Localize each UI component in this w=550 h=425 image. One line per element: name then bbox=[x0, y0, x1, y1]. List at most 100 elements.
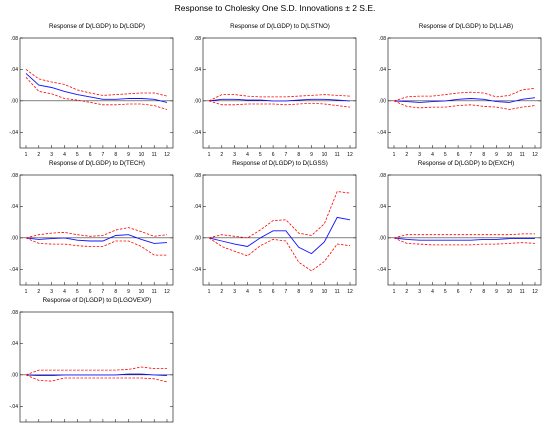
y-tick-label: .00 bbox=[379, 236, 386, 242]
x-tick-label: 6 bbox=[89, 152, 92, 158]
response-line bbox=[208, 216, 351, 255]
x-tick-label: 12 bbox=[164, 152, 170, 158]
panel-frame bbox=[19, 37, 174, 149]
x-tick-label: 11 bbox=[520, 289, 525, 295]
x-tick-label: 8 bbox=[114, 152, 117, 158]
y-tick-label: .00 bbox=[194, 236, 201, 242]
panel-title: Response of D(LGDP) to D(EXCH) bbox=[418, 160, 514, 167]
x-tick-label: 4 bbox=[246, 152, 249, 158]
y-tick-label: .08 bbox=[194, 36, 201, 42]
upper-band-line bbox=[393, 87, 536, 102]
x-tick-label: 10 bbox=[507, 289, 513, 295]
response-line bbox=[25, 73, 168, 103]
x-tick-label: 6 bbox=[457, 289, 460, 295]
x-tick-label: 9 bbox=[127, 289, 130, 295]
x-tick-label: 3 bbox=[418, 152, 421, 158]
x-tick-label: 11 bbox=[152, 289, 157, 295]
x-tick-label: 1 bbox=[208, 289, 211, 295]
y-tick-label: .08 bbox=[11, 36, 18, 42]
x-tick-label: 3 bbox=[233, 152, 236, 158]
x-tick-label: 5 bbox=[259, 289, 262, 295]
y-tick-label: -.04 bbox=[377, 267, 386, 273]
x-tick-label: 8 bbox=[297, 289, 300, 295]
x-tick-label: 5 bbox=[76, 289, 79, 295]
x-tick-label: 1 bbox=[25, 289, 28, 295]
panel-title: Response of D(LGDP) to D(TECH) bbox=[49, 160, 145, 167]
x-tick-label: 7 bbox=[102, 152, 105, 158]
panel-frame bbox=[202, 174, 357, 286]
x-tick-label: 4 bbox=[431, 152, 434, 158]
upper-band-line bbox=[25, 366, 167, 376]
x-tick-label: 4 bbox=[63, 289, 66, 295]
y-tick-label: .04 bbox=[379, 67, 386, 73]
y-tick-label: .04 bbox=[11, 341, 18, 347]
x-tick-label: 2 bbox=[220, 152, 223, 158]
x-tick-label: 9 bbox=[495, 289, 498, 295]
lower-band-line bbox=[393, 237, 536, 246]
x-tick-label: 7 bbox=[470, 289, 473, 295]
x-tick-label: 1 bbox=[393, 152, 396, 158]
panel-frame bbox=[19, 311, 174, 423]
response-line bbox=[393, 237, 535, 241]
x-tick-label: 5 bbox=[76, 152, 79, 158]
x-tick-label: 7 bbox=[285, 289, 288, 295]
x-tick-label: 2 bbox=[405, 289, 408, 295]
x-tick-label: 2 bbox=[37, 152, 40, 158]
x-tick-label: 3 bbox=[50, 152, 53, 158]
y-tick-label: .00 bbox=[11, 99, 18, 105]
y-tick-label: -.04 bbox=[192, 267, 201, 273]
lower-band-line bbox=[393, 100, 536, 110]
x-tick-label: 12 bbox=[347, 289, 353, 295]
x-tick-label: 3 bbox=[418, 289, 421, 295]
panel-title: Response of D(LGDP) to D(LGOVEXP) bbox=[43, 297, 152, 304]
x-tick-label: 10 bbox=[322, 289, 328, 295]
x-tick-label: 5 bbox=[259, 152, 262, 158]
x-tick-label: 6 bbox=[272, 289, 275, 295]
panel-frame bbox=[387, 174, 542, 286]
x-tick-label: 4 bbox=[63, 152, 66, 158]
y-tick-label: .00 bbox=[379, 99, 386, 105]
x-tick-label: 4 bbox=[246, 289, 249, 295]
x-tick-label: 7 bbox=[470, 152, 473, 158]
x-tick-label: 1 bbox=[393, 289, 396, 295]
panel-title: Response of D(LGDP) to D(LSTNO) bbox=[230, 23, 330, 30]
y-tick-label: -.04 bbox=[192, 130, 201, 136]
x-tick-label: 11 bbox=[520, 152, 525, 158]
x-tick-label: 3 bbox=[50, 289, 53, 295]
x-tick-label: 8 bbox=[297, 152, 300, 158]
x-tick-label: 9 bbox=[495, 152, 498, 158]
y-tick-label: .00 bbox=[194, 99, 201, 105]
upper-band-line bbox=[393, 233, 535, 239]
y-tick-label: .08 bbox=[379, 36, 386, 42]
x-tick-label: 12 bbox=[347, 152, 353, 158]
y-tick-label: .08 bbox=[11, 310, 18, 316]
x-tick-label: 10 bbox=[507, 152, 513, 158]
x-tick-label: 10 bbox=[139, 152, 145, 158]
x-tick-label: 4 bbox=[431, 289, 434, 295]
y-tick-label: .08 bbox=[194, 173, 201, 179]
upper-band-line bbox=[25, 227, 168, 239]
x-tick-label: 8 bbox=[482, 289, 485, 295]
x-tick-label: 12 bbox=[532, 289, 538, 295]
x-tick-label: 6 bbox=[457, 152, 460, 158]
panel-title: Response of D(LGDP) to D(LGSS) bbox=[232, 160, 328, 167]
x-tick-label: 11 bbox=[335, 289, 340, 295]
x-tick-label: 9 bbox=[310, 152, 313, 158]
x-tick-label: 1 bbox=[25, 152, 28, 158]
y-tick-label: .04 bbox=[11, 204, 18, 210]
response-line bbox=[25, 373, 168, 377]
x-tick-label: 8 bbox=[482, 152, 485, 158]
x-tick-label: 1 bbox=[208, 152, 211, 158]
y-tick-label: .08 bbox=[379, 173, 386, 179]
y-tick-label: .00 bbox=[11, 236, 18, 242]
x-tick-label: 2 bbox=[405, 152, 408, 158]
panel-title: Response of D(LGDP) to D(LLAB) bbox=[419, 23, 513, 30]
x-tick-label: 9 bbox=[127, 152, 130, 158]
x-tick-label: 6 bbox=[89, 289, 92, 295]
panel-title: Response of D(LGDP) to D(LGDP) bbox=[49, 23, 145, 30]
x-tick-label: 6 bbox=[272, 152, 275, 158]
upper-band-line bbox=[25, 69, 168, 97]
response-line bbox=[208, 98, 351, 102]
x-tick-label: 10 bbox=[139, 289, 145, 295]
